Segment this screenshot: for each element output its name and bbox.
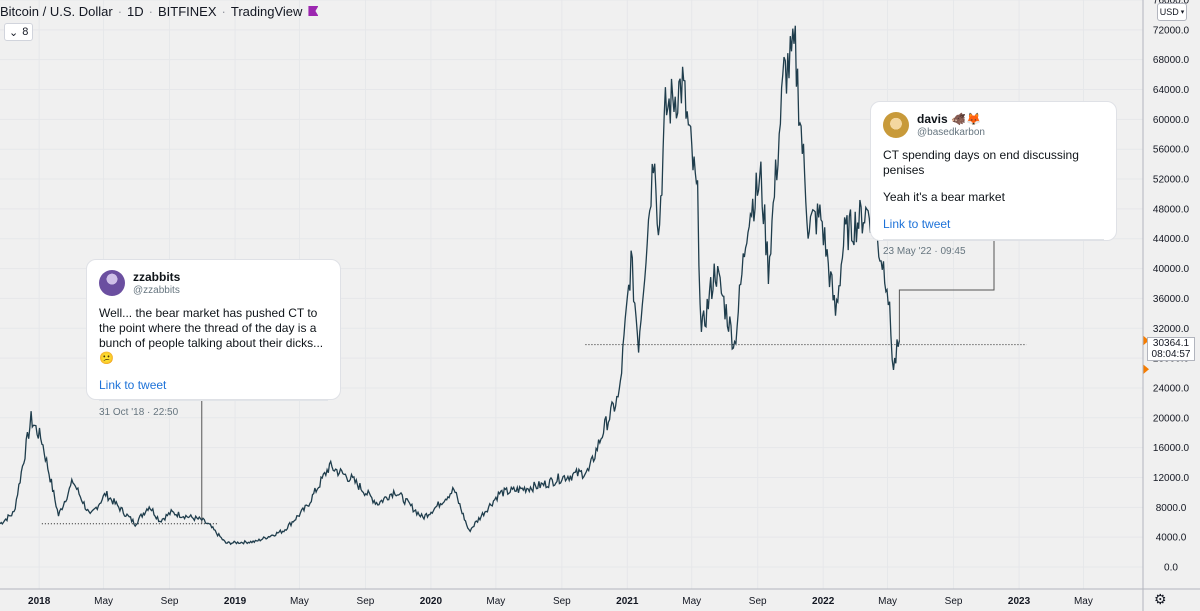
avatar	[99, 270, 125, 296]
time-tick-label: Sep	[357, 596, 375, 607]
tweet-author-handle: @zzabbits	[133, 285, 180, 296]
price-tick-label: 44000.0	[1153, 234, 1190, 245]
time-tick-label: 2019	[224, 596, 247, 607]
price-axis: 0.0 4000.0 8000.0 12000.0 16000.0 20000.0 2400…	[1153, 0, 1190, 574]
price-series	[0, 25, 901, 546]
chevron-down-icon: ▾	[1180, 9, 1185, 16]
time-tick-label: 2020	[420, 596, 443, 607]
time-tick-label: Sep	[945, 596, 963, 607]
price-tick-label: 16000.0	[1153, 443, 1190, 454]
tweet-text: CT spending days on end discussing penis…	[883, 148, 1079, 177]
collapse-indicators-button[interactable]: ⌄ 8	[4, 23, 34, 41]
price-markers	[1143, 335, 1149, 375]
price-tick-label: 8000.0	[1156, 503, 1187, 514]
indicator-count: 8	[22, 26, 29, 38]
price-line	[0, 25, 901, 546]
tweet-author-name: davis 🐗🦊	[917, 112, 981, 126]
price-tick-label: 36000.0	[1153, 294, 1190, 305]
price-tick-label: 40000.0	[1153, 264, 1190, 275]
interval-label[interactable]: 1D	[127, 3, 144, 19]
price-tick-label: 72000.0	[1153, 25, 1190, 36]
price-tick-label: 56000.0	[1153, 145, 1190, 156]
tweet-date: 23 May '22 · 09:45	[883, 246, 966, 257]
chart-header: Bitcoin / U.S. Dollar · 1D · BITFINEX · …	[0, 0, 319, 22]
price-tick-label: 68000.0	[1153, 55, 1190, 66]
time-tick-label: 2022	[812, 596, 835, 607]
price-tick-label: 0.0	[1164, 563, 1178, 574]
avatar	[883, 112, 909, 138]
price-tick-label: 52000.0	[1153, 175, 1190, 186]
price-axis-marker	[1143, 335, 1149, 346]
last-price-badge: 30364.1 08:04:57	[1147, 337, 1195, 361]
tweet-card-1: zzabbits @zzabbits Well... the bear mark…	[86, 259, 341, 418]
time-tick-label: May	[878, 596, 897, 607]
source-label: TradingView	[230, 3, 303, 19]
time-tick-label: Sep	[161, 596, 179, 607]
currency-label: USD	[1159, 7, 1179, 17]
time-tick-label: Sep	[749, 596, 767, 607]
tweet-author-handle: @basedkarbon	[917, 127, 985, 138]
time-tick-label: 2021	[616, 596, 639, 607]
price-tick-label: 12000.0	[1153, 473, 1190, 484]
tweet-date: 31 Oct '18 · 22:50	[99, 407, 179, 418]
time-tick-label: May	[290, 596, 309, 607]
last-price-value: 30364.1	[1152, 338, 1190, 349]
support-levels	[41, 344, 1027, 525]
bar-countdown: 08:04:57	[1151, 349, 1191, 360]
price-tick-label: 32000.0	[1153, 324, 1190, 335]
tweet-link[interactable]: Link to tweet	[883, 217, 951, 231]
price-axis-marker	[1143, 364, 1149, 375]
time-tick-label: 2023	[1008, 596, 1031, 607]
tweet-text: Well... the bear market has pushed CT to…	[99, 306, 324, 365]
chevron-down-icon: ⌄	[9, 26, 19, 39]
price-tick-label: 60000.0	[1153, 115, 1190, 126]
tweet-connector	[898, 241, 995, 341]
exchange-label: BITFINEX	[158, 3, 217, 19]
tweet-author-name: zzabbits	[133, 270, 181, 284]
currency-selector[interactable]: USD ▾	[1157, 3, 1187, 21]
time-tick-label: May	[1074, 596, 1093, 607]
symbol-title[interactable]: Bitcoin / U.S. Dollar	[0, 3, 113, 19]
tweet-link[interactable]: Link to tweet	[99, 378, 167, 392]
price-tick-label: 48000.0	[1153, 204, 1190, 215]
price-tick-label: 24000.0	[1153, 383, 1190, 394]
settings-gear-icon[interactable]: ⚙	[1154, 591, 1167, 607]
price-tick-label: 64000.0	[1153, 85, 1190, 96]
flag-icon[interactable]	[308, 6, 319, 16]
tweet-text: Yeah it's a bear market	[883, 190, 1005, 204]
tweet-card-2: davis 🐗🦊 @basedkarbon CT spending days o…	[870, 101, 1117, 257]
time-axis: 2018 May Sep 2019 May Sep 2020 May Sep 2021 May Sep…	[28, 596, 1093, 607]
tweet-connectors	[201, 241, 995, 524]
time-tick-label: May	[94, 596, 113, 607]
time-tick-label: Sep	[553, 596, 571, 607]
time-tick-label: 2018	[28, 596, 51, 607]
time-tick-label: May	[486, 596, 505, 607]
time-tick-label: May	[682, 596, 701, 607]
price-tick-label: 4000.0	[1156, 533, 1187, 544]
price-tick-label: 20000.0	[1153, 413, 1190, 424]
